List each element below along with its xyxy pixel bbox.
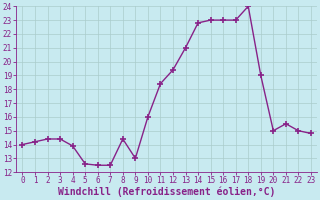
X-axis label: Windchill (Refroidissement éolien,°C): Windchill (Refroidissement éolien,°C) [58,187,276,197]
